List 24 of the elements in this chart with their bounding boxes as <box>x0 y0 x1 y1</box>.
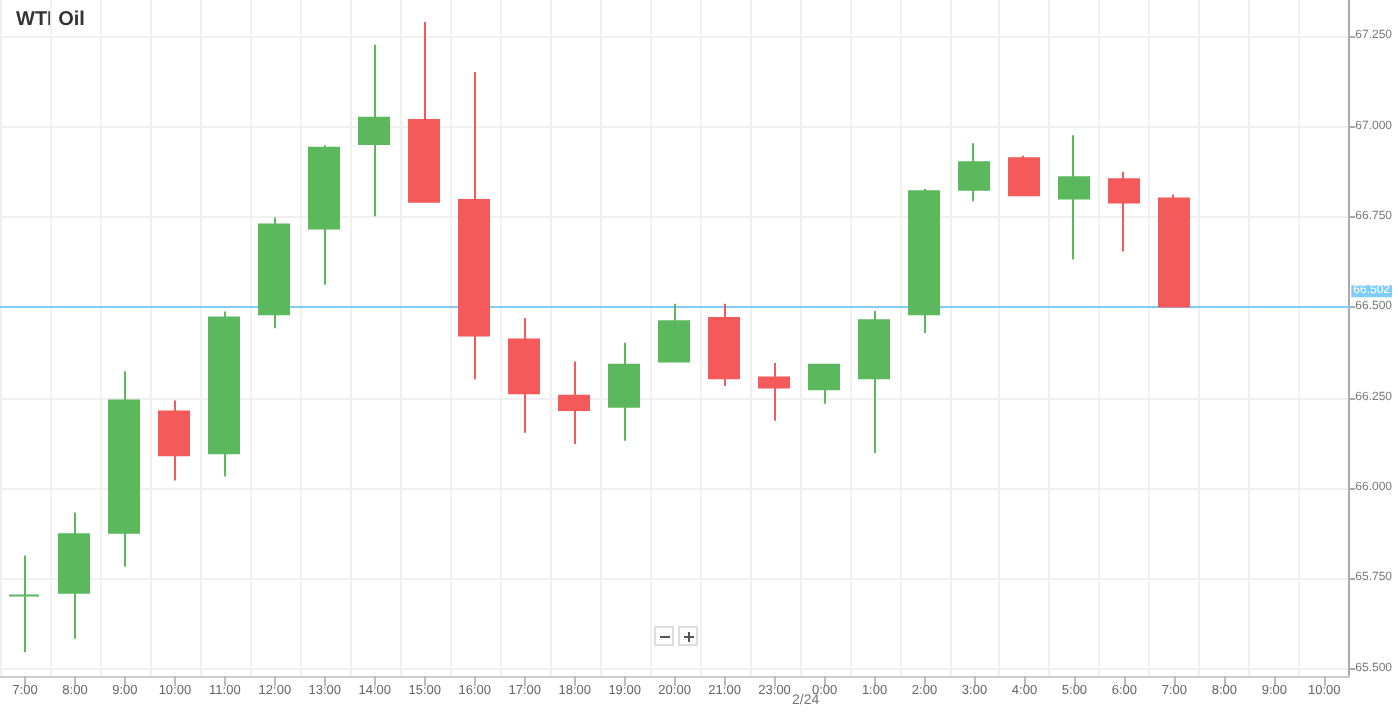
candlestick <box>358 43 390 218</box>
candlestick <box>8 554 40 654</box>
candlestick <box>958 142 990 203</box>
candlestick <box>508 317 540 434</box>
candlestick <box>258 216 290 330</box>
candlestick <box>208 310 240 478</box>
candlestick <box>308 144 340 286</box>
candlestick <box>758 361 790 422</box>
candlestick <box>1158 193 1190 308</box>
candlestick <box>158 399 190 482</box>
candlestick <box>858 309 890 454</box>
candlestick <box>408 21 440 203</box>
candlestick <box>458 70 490 381</box>
candlestick <box>608 341 640 442</box>
candlestick <box>1058 134 1090 261</box>
candlestick <box>1008 154 1040 197</box>
candlestick <box>58 511 90 640</box>
candlestick <box>908 188 940 334</box>
candlestick <box>808 363 840 405</box>
candlestick <box>108 370 140 568</box>
candlestick <box>558 360 590 445</box>
candlestick <box>658 302 690 363</box>
candlestick <box>1108 170 1140 253</box>
candlestick <box>708 302 740 388</box>
